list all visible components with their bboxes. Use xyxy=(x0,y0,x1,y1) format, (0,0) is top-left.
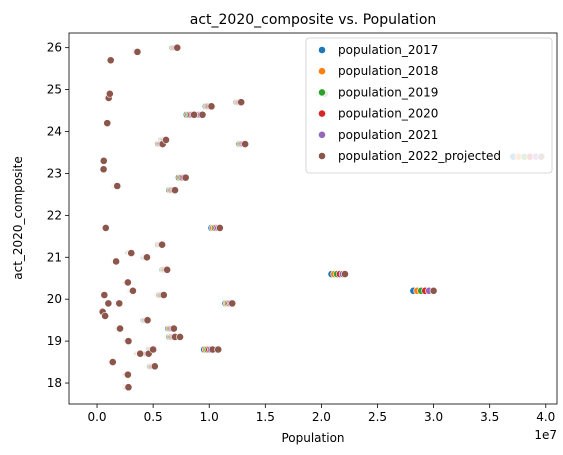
data-point-population_2022_projected xyxy=(123,278,132,287)
data-point-population_2022_projected xyxy=(100,291,109,299)
data-point-population_2022_projected xyxy=(237,98,246,107)
data-point-population_2022_projected xyxy=(113,182,122,190)
x-tick-label: 0.0 xyxy=(87,410,106,424)
x-tick-label: 1.0 xyxy=(200,410,219,424)
data-point-population_2022_projected xyxy=(124,337,133,346)
legend-box xyxy=(305,37,553,174)
y-tick-label: 20 xyxy=(47,292,62,306)
data-point-population_2022_projected xyxy=(150,362,159,371)
x-axis-label: Population xyxy=(281,431,344,445)
legend-marker xyxy=(318,152,326,160)
y-tick-label: 24 xyxy=(47,125,62,139)
legend-label: population_2018 xyxy=(338,64,438,78)
x-axis-ticks: 0.0 0.5 1.0 1.5 2.0 2.5 3.0 3.5 4.0 xyxy=(87,404,555,424)
data-point-population_2022_projected xyxy=(207,102,216,111)
data-point-population_2022_projected xyxy=(123,370,132,379)
data-point-population_2022_projected xyxy=(228,299,237,308)
data-point-population_2022_projected xyxy=(214,345,223,354)
data-point-population_2022_projected xyxy=(108,358,117,366)
data-point-population_2022_projected xyxy=(116,324,124,333)
data-point-population_2022_projected xyxy=(105,89,114,98)
data-point-population_2022_projected xyxy=(158,240,167,249)
data-point-population_2022_projected xyxy=(181,173,190,182)
data-point-population_2022_projected xyxy=(198,110,207,119)
y-tick-label: 21 xyxy=(47,250,62,264)
data-point-population_2022_projected xyxy=(143,316,152,325)
legend-label: population_2021 xyxy=(338,128,438,142)
x-tick-label: 3.5 xyxy=(480,410,499,424)
data-point-population_2022_projected xyxy=(129,286,137,295)
legend: population_2017 population_2018 population… xyxy=(305,37,553,174)
data-point-population_2022_projected xyxy=(101,312,110,320)
legend-marker xyxy=(318,46,326,54)
data-point-population_2022_projected xyxy=(190,110,198,119)
y-tick-label: 23 xyxy=(47,166,62,180)
chart-title: act_2020_composite vs. Population xyxy=(190,12,437,28)
data-point-population_2022_projected xyxy=(136,349,145,358)
legend-label: population_2022_projected xyxy=(338,149,501,163)
legend-marker xyxy=(318,88,326,97)
data-point-population_2022_projected xyxy=(112,257,121,266)
data-point-population_2022_projected xyxy=(104,299,113,308)
x-tick-label: 3.0 xyxy=(424,410,443,424)
x-axis-offset-label: 1e7 xyxy=(534,428,557,442)
legend-marker xyxy=(318,130,326,139)
x-tick-label: 4.0 xyxy=(536,410,555,424)
data-point-population_2022_projected xyxy=(124,383,133,392)
data-point-population_2022_projected xyxy=(101,224,110,232)
legend-label: population_2020 xyxy=(338,107,438,121)
y-tick-label: 26 xyxy=(47,41,62,55)
data-point-population_2022_projected xyxy=(341,270,349,278)
data-point-population_2022_projected xyxy=(143,253,151,262)
data-point-population_2022_projected xyxy=(133,47,142,56)
x-tick-label: 1.5 xyxy=(256,410,275,424)
legend-marker xyxy=(318,109,326,118)
y-tick-label: 22 xyxy=(47,208,62,222)
data-point-population_2022_projected xyxy=(215,224,224,232)
x-tick-label: 0.5 xyxy=(144,410,163,424)
plot-frame xyxy=(68,32,558,405)
data-point-population_2022_projected xyxy=(115,299,124,308)
y-tick-label: 18 xyxy=(47,376,62,390)
data-point-population_2022_projected xyxy=(169,324,178,333)
data-point-population_2022_projected xyxy=(99,165,108,174)
data-point-population_2022_projected xyxy=(171,186,179,195)
y-axis-ticks: 18 19 20 21 22 23 24 25 26 xyxy=(47,41,69,390)
data-point-population_2022_projected xyxy=(163,265,172,274)
data-point-population_2022_projected xyxy=(106,56,115,65)
legend-label: population_2019 xyxy=(338,85,438,99)
data-point-population_2022_projected xyxy=(127,249,136,257)
data-point-population_2022_projected xyxy=(103,119,112,128)
y-tick-label: 25 xyxy=(47,83,62,97)
data-point-population_2022_projected xyxy=(429,286,438,295)
data-point-population_2022_projected xyxy=(176,333,184,341)
data-point-population_2022_projected xyxy=(149,345,158,354)
data-point-population_2022_projected xyxy=(162,135,170,144)
x-tick-label: 2.5 xyxy=(368,410,387,424)
legend-marker xyxy=(318,67,326,76)
legend-label: population_2017 xyxy=(338,43,438,57)
y-tick-label: 19 xyxy=(47,334,62,348)
data-point-population_2022_projected xyxy=(241,140,250,148)
data-point-population_2022_projected xyxy=(173,43,182,52)
y-axis-label: act_2020_composite xyxy=(11,156,25,279)
data-point-population_2022_projected xyxy=(159,291,168,299)
x-tick-label: 2.0 xyxy=(312,410,331,424)
data-point-population_2022_projected xyxy=(99,156,108,165)
